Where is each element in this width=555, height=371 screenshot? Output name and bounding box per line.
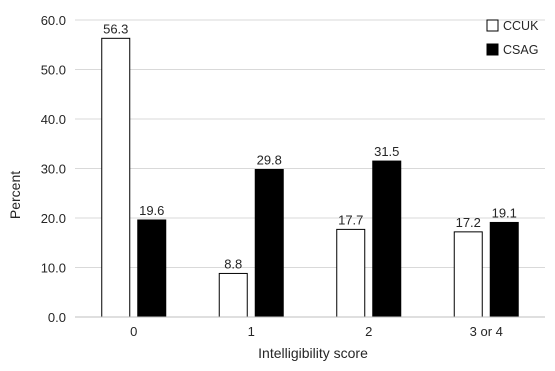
- y-tick-label: 50.0: [41, 63, 66, 78]
- bar-csag: [372, 160, 402, 318]
- data-label: 19.6: [139, 203, 164, 218]
- data-label: 17.2: [456, 215, 481, 230]
- bar-ccuk: [336, 228, 366, 318]
- bars: [101, 37, 519, 318]
- y-tick-label: 10.0: [41, 261, 66, 276]
- data-label: 29.8: [257, 152, 282, 167]
- legend-label-csag: CSAG: [503, 43, 538, 57]
- y-tick-label: 30.0: [41, 162, 66, 177]
- x-axis-label: Intelligibility score: [258, 345, 368, 361]
- bar-csag: [137, 219, 167, 318]
- legend-swatch-csag: [486, 43, 499, 56]
- bar-ccuk: [453, 231, 483, 318]
- data-label: 17.7: [338, 212, 363, 227]
- x-tick-label: 0: [130, 324, 137, 339]
- y-axis-label: Percent: [7, 171, 23, 219]
- legend: CCUK CSAG: [486, 19, 539, 57]
- data-label: 31.5: [374, 144, 399, 159]
- legend-label-ccuk: CCUK: [503, 19, 539, 33]
- data-label: 19.1: [492, 205, 517, 220]
- y-axis-ticks: 0.0 10.0 20.0 30.0 40.0 50.0 60.0: [41, 13, 66, 325]
- bar-csag: [489, 221, 519, 318]
- data-label: 56.3: [103, 21, 128, 36]
- x-axis-ticks: 0 1 2 3 or 4: [130, 324, 503, 339]
- x-tick-label: 2: [365, 324, 372, 339]
- y-tick-label: 40.0: [41, 112, 66, 127]
- y-tick-label: 20.0: [41, 211, 66, 226]
- y-tick-label: 0.0: [48, 310, 66, 325]
- x-tick-label: 1: [248, 324, 255, 339]
- bar-ccuk: [101, 37, 131, 318]
- bar-csag: [254, 168, 284, 318]
- legend-swatch-ccuk: [486, 19, 499, 32]
- x-tick-label: 3 or 4: [470, 324, 503, 339]
- data-labels: 56.3 19.6 8.8 29.8 17.7 31.5 17.2 19.1: [103, 21, 517, 271]
- data-label: 8.8: [224, 256, 242, 271]
- bar-ccuk: [218, 272, 248, 318]
- y-tick-label: 60.0: [41, 13, 66, 28]
